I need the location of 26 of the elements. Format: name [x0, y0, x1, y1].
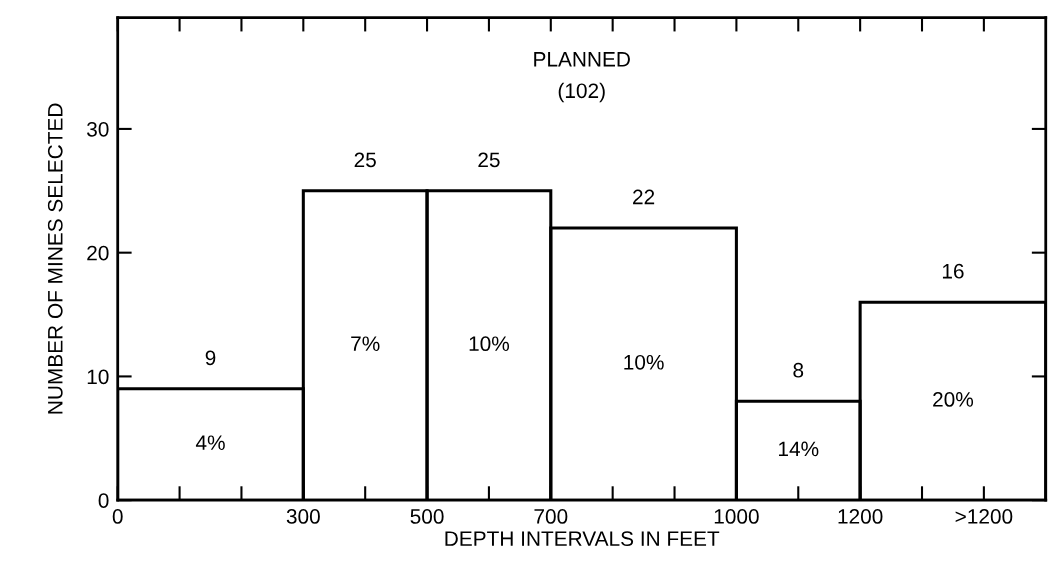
y-axis-title: NUMBER OF MINES SELECTED	[47, 103, 63, 414]
annotation: 20%	[933, 392, 974, 407]
annotation: 14%	[779, 441, 819, 457]
y-tick-label: 30	[87, 121, 109, 137]
annotation: 7%	[351, 336, 380, 351]
y-tick-label: 0	[98, 493, 109, 508]
y-tick-label: 20	[87, 245, 109, 261]
annotation: 10%	[469, 336, 510, 352]
data-label: 25	[478, 152, 500, 168]
x-tick-label: 500	[410, 509, 444, 524]
x-tick-label: 300	[286, 509, 320, 524]
data-label: 8	[793, 362, 804, 378]
x-axis-title: DEPTH INTERVALS IN FEET	[445, 531, 720, 547]
annotation: 10%	[624, 354, 664, 370]
data-label: 16	[942, 263, 964, 279]
annotation: PLANNED (102)	[534, 52, 630, 103]
x-tick-label: 1000	[714, 509, 759, 524]
x-tick-label: 0	[112, 509, 123, 524]
y-tick-label: 10	[87, 369, 109, 385]
x-tick-label: >1200	[955, 509, 1013, 524]
data-label: 25	[354, 152, 376, 168]
data-label: 22	[633, 189, 655, 205]
x-tick-label: 700	[534, 509, 568, 524]
annotation: 4%	[195, 435, 225, 450]
x-tick-label: 1200	[838, 509, 883, 524]
data-label: 9	[205, 350, 216, 366]
